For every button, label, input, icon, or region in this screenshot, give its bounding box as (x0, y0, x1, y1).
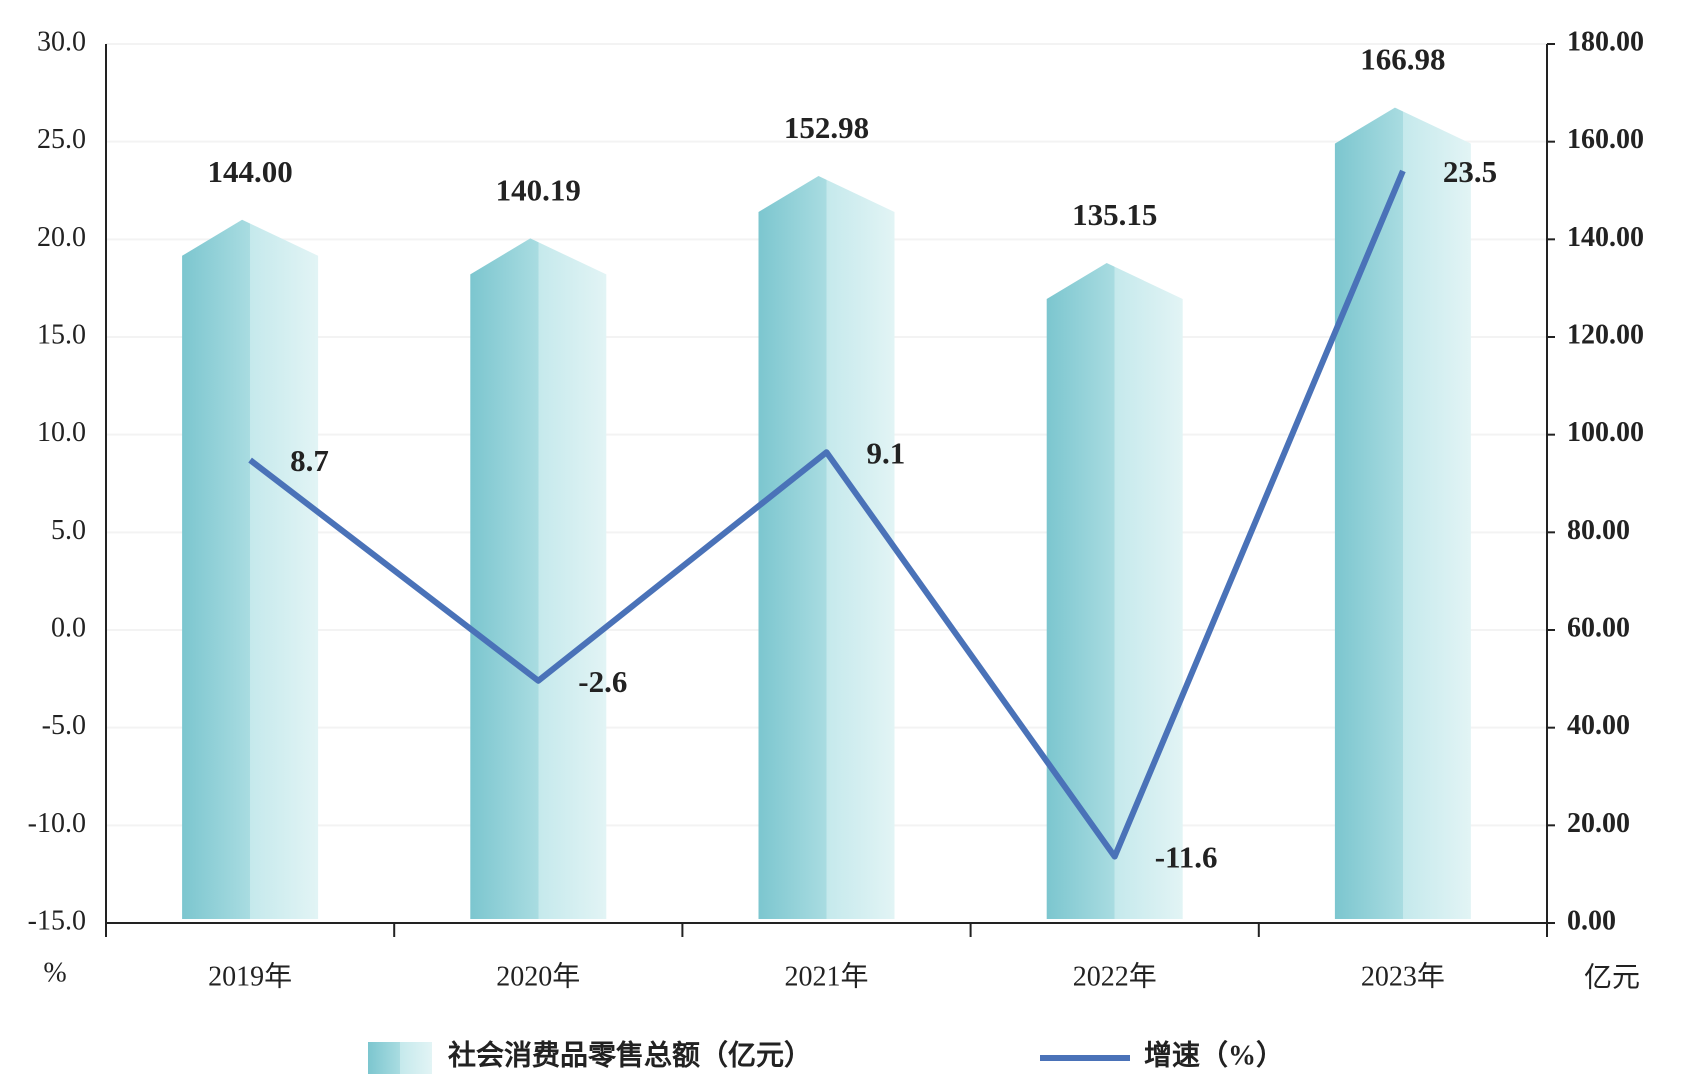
x-tick-label: 2023年 (1361, 960, 1445, 992)
y-tick-label: 30.0 (37, 26, 86, 57)
bar-value-label: 144.00 (207, 154, 292, 189)
y2-tick-label: 180.00 (1567, 26, 1644, 57)
line-value-label: 8.7 (290, 443, 329, 478)
y2-tick-label: 40.00 (1567, 710, 1630, 741)
line (248, 169, 1406, 860)
y-tick-label: 5.0 (51, 515, 86, 546)
x-tick-label: 2021年 (784, 960, 868, 992)
y2-tick-label: 60.00 (1567, 612, 1630, 643)
y-tick-label: 0.0 (51, 612, 86, 643)
bar (1046, 263, 1183, 920)
legend-label: 增速（%） (1144, 1038, 1284, 1071)
line-value-label: 9.1 (867, 435, 906, 470)
line-value-label: 23.5 (1443, 154, 1497, 189)
x-tick-label: 2020年 (496, 960, 580, 992)
bar-value-label: 166.98 (1360, 42, 1445, 77)
bar (1334, 107, 1471, 920)
line-value-label: -11.6 (1155, 840, 1218, 875)
y-tick-label: 20.0 (37, 222, 86, 253)
y2-tick-label: 160.00 (1567, 124, 1644, 155)
y-tick-label: 10.0 (37, 417, 86, 448)
x-tick-label: 2022年 (1073, 960, 1157, 992)
y2-tick-label: 20.00 (1567, 808, 1630, 839)
bar (182, 219, 319, 920)
bar (758, 175, 895, 920)
y2-unit: 亿元 (1584, 961, 1640, 993)
x-tick-label: 2019年 (208, 960, 292, 992)
y-tick-label: 15.0 (37, 319, 86, 350)
y-tick-label: -10.0 (28, 808, 86, 839)
bar (470, 238, 607, 919)
bar-value-label: 135.15 (1072, 197, 1157, 232)
y2-tick-label: 80.00 (1567, 515, 1630, 546)
y-unit: % (43, 957, 66, 988)
y-tick-label: -15.0 (28, 905, 86, 936)
y2-tick-label: 100.00 (1567, 417, 1644, 448)
legend-swatch (368, 1042, 432, 1074)
y-tick-label: 25.0 (37, 124, 86, 155)
legend-label: 社会消费品零售总额（亿元） (448, 1038, 812, 1071)
bar-value-label: 152.98 (784, 110, 869, 145)
y2-tick-label: 0.00 (1567, 905, 1616, 936)
y2-tick-label: 120.00 (1567, 319, 1644, 350)
y-tick-label: -5.0 (42, 710, 86, 741)
bar-value-label: 140.19 (496, 173, 581, 208)
line-value-label: -2.6 (578, 664, 627, 699)
y2-tick-label: 140.00 (1567, 222, 1644, 253)
